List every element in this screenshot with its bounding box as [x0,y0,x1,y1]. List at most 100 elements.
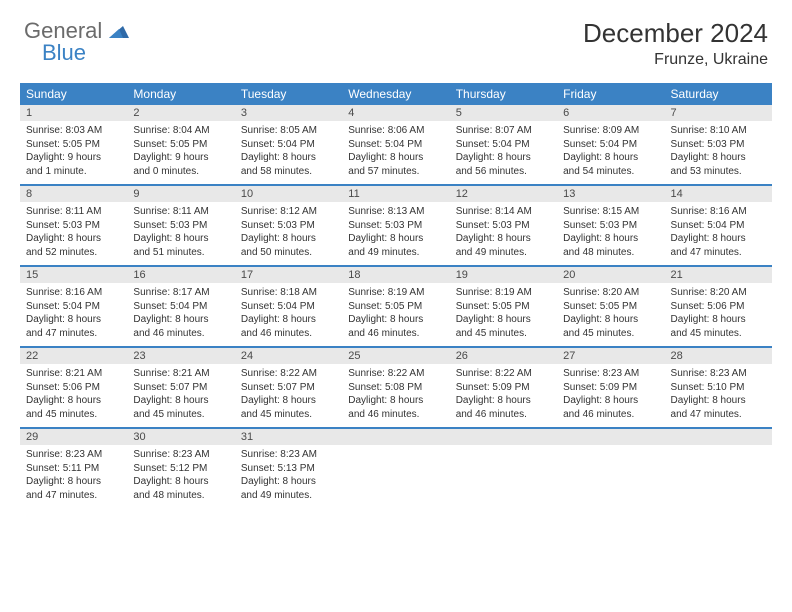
sunset-label: Sunset: 5:04 PM [348,138,443,152]
sunrise-label: Sunrise: 8:11 AM [133,205,228,219]
sunrise-label: Sunrise: 8:12 AM [241,205,336,219]
day-number: 2 [127,105,234,121]
sunset-label: Sunset: 5:06 PM [671,300,766,314]
day-content [342,445,449,495]
day-content: Sunrise: 8:10 AMSunset: 5:03 PMDaylight:… [665,121,772,184]
day-cell: 11Sunrise: 8:13 AMSunset: 5:03 PMDayligh… [342,186,449,265]
day-cell: 28Sunrise: 8:23 AMSunset: 5:10 PMDayligh… [665,348,772,427]
daylight-label: Daylight: 8 hours [563,232,658,246]
sunset-label: Sunset: 5:05 PM [348,300,443,314]
sunset-label: Sunset: 5:09 PM [563,381,658,395]
sunset-label: Sunset: 5:03 PM [671,138,766,152]
location-label: Frunze, Ukraine [583,51,768,69]
day-content: Sunrise: 8:06 AMSunset: 5:04 PMDaylight:… [342,121,449,184]
daylight-label: and 45 minutes. [241,408,336,422]
day-number: 24 [235,348,342,364]
day-cell: 13Sunrise: 8:15 AMSunset: 5:03 PMDayligh… [557,186,664,265]
daylight-label: Daylight: 8 hours [348,394,443,408]
day-cell: 20Sunrise: 8:20 AMSunset: 5:05 PMDayligh… [557,267,664,346]
day-number: 7 [665,105,772,121]
daylight-label: Daylight: 8 hours [348,232,443,246]
daylight-label: and 46 minutes. [456,408,551,422]
day-number: 1 [20,105,127,121]
calendar-week: 8Sunrise: 8:11 AMSunset: 5:03 PMDaylight… [20,186,772,267]
daylight-label: and 50 minutes. [241,246,336,260]
day-content: Sunrise: 8:14 AMSunset: 5:03 PMDaylight:… [450,202,557,265]
day-content: Sunrise: 8:22 AMSunset: 5:09 PMDaylight:… [450,364,557,427]
sunrise-label: Sunrise: 8:21 AM [133,367,228,381]
day-number: 15 [20,267,127,283]
calendar-week: 22Sunrise: 8:21 AMSunset: 5:06 PMDayligh… [20,348,772,429]
sunset-label: Sunset: 5:03 PM [133,219,228,233]
sunrise-label: Sunrise: 8:07 AM [456,124,551,138]
day-content: Sunrise: 8:23 AMSunset: 5:13 PMDaylight:… [235,445,342,508]
empty-cell [342,429,449,508]
sunset-label: Sunset: 5:06 PM [26,381,121,395]
sunrise-label: Sunrise: 8:19 AM [456,286,551,300]
daylight-label: and 49 minutes. [348,246,443,260]
sunrise-label: Sunrise: 8:20 AM [671,286,766,300]
day-number: 14 [665,186,772,202]
day-cell: 10Sunrise: 8:12 AMSunset: 5:03 PMDayligh… [235,186,342,265]
sunrise-label: Sunrise: 8:22 AM [348,367,443,381]
daylight-label: Daylight: 9 hours [133,151,228,165]
column-header: Friday [557,83,664,105]
daylight-label: Daylight: 8 hours [133,313,228,327]
day-number: 28 [665,348,772,364]
sunrise-label: Sunrise: 8:17 AM [133,286,228,300]
day-cell: 8Sunrise: 8:11 AMSunset: 5:03 PMDaylight… [20,186,127,265]
sunset-label: Sunset: 5:04 PM [133,300,228,314]
logo-word2: Blue [42,40,129,66]
daylight-label: and 46 minutes. [563,408,658,422]
daylight-label: and 46 minutes. [348,408,443,422]
day-cell: 15Sunrise: 8:16 AMSunset: 5:04 PMDayligh… [20,267,127,346]
sunset-label: Sunset: 5:04 PM [241,300,336,314]
day-number: 13 [557,186,664,202]
daylight-label: Daylight: 8 hours [563,151,658,165]
day-cell: 2Sunrise: 8:04 AMSunset: 5:05 PMDaylight… [127,105,234,184]
column-header: Tuesday [235,83,342,105]
day-cell: 16Sunrise: 8:17 AMSunset: 5:04 PMDayligh… [127,267,234,346]
day-number: 26 [450,348,557,364]
calendar-week: 29Sunrise: 8:23 AMSunset: 5:11 PMDayligh… [20,429,772,508]
day-content: Sunrise: 8:11 AMSunset: 5:03 PMDaylight:… [127,202,234,265]
day-number: 23 [127,348,234,364]
day-content [450,445,557,495]
day-number [450,429,557,445]
day-cell: 12Sunrise: 8:14 AMSunset: 5:03 PMDayligh… [450,186,557,265]
day-cell: 25Sunrise: 8:22 AMSunset: 5:08 PMDayligh… [342,348,449,427]
sunrise-label: Sunrise: 8:20 AM [563,286,658,300]
daylight-label: Daylight: 8 hours [563,394,658,408]
daylight-label: Daylight: 8 hours [241,151,336,165]
day-cell: 17Sunrise: 8:18 AMSunset: 5:04 PMDayligh… [235,267,342,346]
day-cell: 24Sunrise: 8:22 AMSunset: 5:07 PMDayligh… [235,348,342,427]
sunset-label: Sunset: 5:03 PM [241,219,336,233]
day-number: 20 [557,267,664,283]
sunrise-label: Sunrise: 8:23 AM [133,448,228,462]
sunset-label: Sunset: 5:03 PM [456,219,551,233]
day-cell: 7Sunrise: 8:10 AMSunset: 5:03 PMDaylight… [665,105,772,184]
daylight-label: and 53 minutes. [671,165,766,179]
day-number [557,429,664,445]
daylight-label: and 45 minutes. [671,327,766,341]
day-number: 3 [235,105,342,121]
day-number: 12 [450,186,557,202]
daylight-label: and 1 minute. [26,165,121,179]
day-content [665,445,772,495]
day-cell: 21Sunrise: 8:20 AMSunset: 5:06 PMDayligh… [665,267,772,346]
column-header: Sunday [20,83,127,105]
day-number [665,429,772,445]
daylight-label: Daylight: 8 hours [671,151,766,165]
sunrise-label: Sunrise: 8:23 AM [26,448,121,462]
daylight-label: and 48 minutes. [133,489,228,503]
sunrise-label: Sunrise: 8:23 AM [241,448,336,462]
sunset-label: Sunset: 5:04 PM [456,138,551,152]
daylight-label: Daylight: 8 hours [671,232,766,246]
day-content: Sunrise: 8:13 AMSunset: 5:03 PMDaylight:… [342,202,449,265]
column-header: Monday [127,83,234,105]
day-cell: 6Sunrise: 8:09 AMSunset: 5:04 PMDaylight… [557,105,664,184]
empty-cell [557,429,664,508]
day-content: Sunrise: 8:05 AMSunset: 5:04 PMDaylight:… [235,121,342,184]
day-number: 18 [342,267,449,283]
sunrise-label: Sunrise: 8:11 AM [26,205,121,219]
